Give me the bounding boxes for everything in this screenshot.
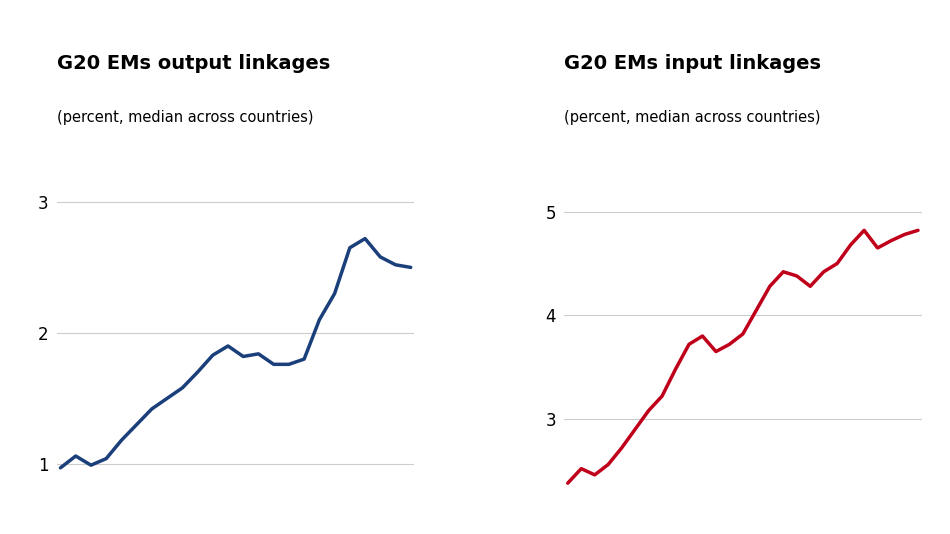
Text: G20 EMs output linkages: G20 EMs output linkages — [57, 54, 331, 73]
Text: (percent, median across countries): (percent, median across countries) — [564, 110, 821, 125]
Text: G20 EMs input linkages: G20 EMs input linkages — [564, 54, 821, 73]
Text: (percent, median across countries): (percent, median across countries) — [57, 110, 314, 125]
